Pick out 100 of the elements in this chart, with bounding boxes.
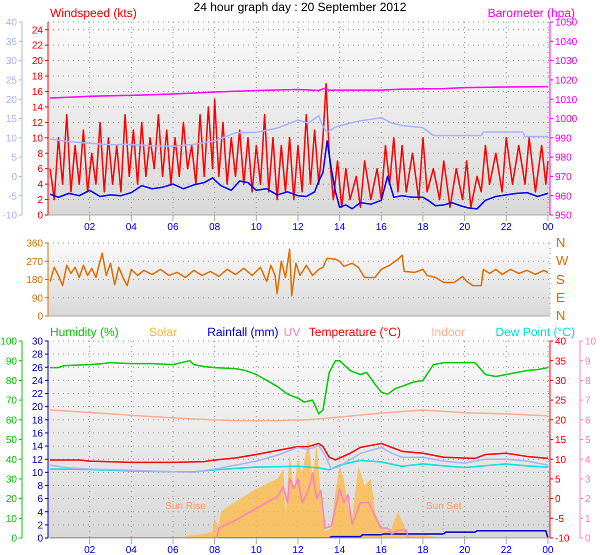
x-tick-label: 12 xyxy=(292,222,304,234)
x-tick-label: 16 xyxy=(376,545,388,555)
y-tick-label: 360 xyxy=(26,238,44,250)
line-series xyxy=(49,140,549,210)
y-tick-label: 6 xyxy=(37,164,44,176)
y-tick-label: 6 xyxy=(37,494,44,506)
x-tick-label: 08 xyxy=(209,545,221,555)
text: Windspeed (kts) xyxy=(50,6,137,20)
x-tick-label: 20 xyxy=(459,545,471,555)
y2-tick-label: 1010 xyxy=(555,94,578,106)
y-tick-label: 26 xyxy=(32,362,44,374)
y3-tick-label: 40 xyxy=(6,454,18,466)
y3-tick-label: 40 xyxy=(6,18,18,29)
y2-tick-label: 990 xyxy=(555,133,572,144)
ref-line-label: Sun Rise xyxy=(165,501,206,512)
y-tick-label: 270 xyxy=(26,256,44,268)
x-tick-label: 22 xyxy=(500,545,512,555)
y-tick-label: 2 xyxy=(37,520,44,532)
y-tick-label: 4 xyxy=(37,507,44,518)
y2-tick-label: 15 xyxy=(555,435,567,446)
text: Temperature (°C) xyxy=(308,325,401,339)
y3-tick-label: 10 xyxy=(6,133,18,144)
line-series xyxy=(49,460,549,473)
text: E xyxy=(556,290,565,306)
y-tick-label: 12 xyxy=(32,118,44,129)
y-tick-label: 20 xyxy=(32,56,44,68)
y3-tick-label: 60 xyxy=(6,415,18,426)
text: W xyxy=(556,253,568,270)
x-tick-label: 00 xyxy=(542,545,554,555)
y2-tick-label: 10 xyxy=(585,336,597,348)
text: Dew Point (°C) xyxy=(495,325,575,339)
x-tick-label: 04 xyxy=(126,545,138,555)
x-tick-label: 00 xyxy=(542,222,554,234)
x-tick-label: 20 xyxy=(459,222,471,234)
y2-tick-label: 3 xyxy=(585,474,591,486)
y-tick-label: 24 xyxy=(32,376,44,387)
y3-tick-label: 80 xyxy=(6,376,18,387)
y-tick-label: 12 xyxy=(32,454,44,466)
y-tick-label: 90 xyxy=(32,293,44,304)
y3-tick-label: 30 xyxy=(6,474,18,486)
y-tick-label: 10 xyxy=(32,468,44,479)
y3-tick-label: 35 xyxy=(6,36,18,48)
y-tick-label: 22 xyxy=(32,40,44,52)
y-tick-label: 18 xyxy=(32,415,44,426)
chart-title: 24 hour graph day : 20 September 2012 xyxy=(194,0,406,14)
y2-tick-label: -10 xyxy=(555,534,570,545)
y-tick-label: 0 xyxy=(37,210,44,222)
y3-tick-label: 15 xyxy=(6,114,18,126)
y-tick-label: 14 xyxy=(32,102,44,114)
x-tick-label: 06 xyxy=(167,222,179,234)
x-tick-label: 08 xyxy=(209,222,221,234)
y-tick-label: 0 xyxy=(37,534,44,545)
y2-tick-label: 1050 xyxy=(555,18,578,29)
y2-tick-label: 35 xyxy=(555,356,567,368)
x-tick-label: 12 xyxy=(292,545,304,555)
y2-tick-label: 6 xyxy=(585,415,591,426)
y-tick-label: 22 xyxy=(32,389,44,400)
x-tick-label: 04 xyxy=(126,222,138,234)
y2-tick-label: 970 xyxy=(555,172,572,183)
y-tick-label: 2 xyxy=(37,195,44,206)
y-tick-label: 10 xyxy=(32,133,44,144)
y-tick-label: 30 xyxy=(32,336,44,348)
text: Humidity (%) xyxy=(50,325,119,339)
y2-tick-label: 1040 xyxy=(555,36,578,48)
y-tick-label: 8 xyxy=(37,148,44,160)
y2-tick-label: 1000 xyxy=(555,114,578,126)
x-tick-label: 02 xyxy=(84,545,96,555)
y2-tick-label: 5 xyxy=(555,474,561,486)
y2-tick-label: 1020 xyxy=(555,75,578,86)
x-tick-label: 06 xyxy=(167,545,179,555)
y-tick-label: 16 xyxy=(32,428,44,440)
y-tick-label: 14 xyxy=(32,442,44,453)
y2-tick-label: 960 xyxy=(555,191,572,202)
y2-tick-label: 1 xyxy=(585,514,591,525)
text: Solar xyxy=(148,325,177,339)
y3-tick-label: -5 xyxy=(8,191,18,202)
y2-tick-label: 1030 xyxy=(555,56,578,68)
y3-tick-label: 70 xyxy=(6,396,18,407)
y2-tick-label: 30 xyxy=(555,376,567,387)
line-series xyxy=(49,115,549,148)
y3-tick-label: 5 xyxy=(11,152,18,164)
y2-tick-label: 20 xyxy=(555,415,567,426)
y2-tick-label: 8 xyxy=(585,376,591,387)
y3-tick-label: 100 xyxy=(0,336,18,348)
y-tick-label: 0 xyxy=(37,312,44,323)
y2-tick-label: 0 xyxy=(585,534,591,545)
y3-tick-label: 50 xyxy=(6,435,18,446)
y-tick-label: 16 xyxy=(32,87,44,98)
line-series xyxy=(49,409,549,422)
y3-tick-label: 90 xyxy=(6,356,18,368)
y2-tick-label: 980 xyxy=(555,152,572,164)
text: N xyxy=(556,308,566,324)
x-tick-label: 14 xyxy=(334,222,346,234)
y3-tick-label: 0 xyxy=(11,172,18,183)
ref-line-label: Sun Set xyxy=(426,501,462,512)
x-tick-label: 18 xyxy=(417,545,429,555)
y3-tick-label: 30 xyxy=(6,56,18,68)
x-tick-label: 14 xyxy=(334,545,346,555)
text: S xyxy=(556,272,565,288)
text: Barometer (hpa) xyxy=(488,6,575,20)
